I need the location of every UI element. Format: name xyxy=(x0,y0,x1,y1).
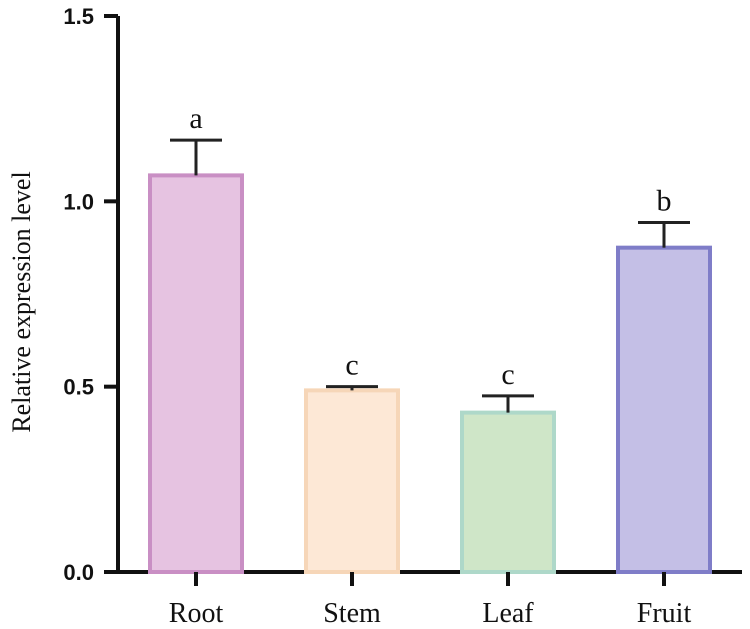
significance-labels: a c c b xyxy=(189,102,671,391)
y-tick-label: 0.5 xyxy=(63,375,94,400)
bar-stem xyxy=(304,388,400,574)
significance-label-root: a xyxy=(189,102,202,135)
bar-leaf xyxy=(460,410,556,575)
bars xyxy=(148,173,712,575)
x-ticks: Root Stem Leaf Fruit xyxy=(169,572,692,629)
bar-fruit xyxy=(616,245,712,575)
y-tick-label: 1.5 xyxy=(63,4,94,29)
y-axis-title: Relative expression level xyxy=(7,171,36,432)
y-tick-label: 0.0 xyxy=(63,560,94,585)
significance-label-leaf: c xyxy=(501,358,514,391)
x-tick-label-stem: Stem xyxy=(323,598,381,629)
x-tick-label-root: Root xyxy=(169,598,224,629)
significance-label-stem: c xyxy=(345,349,358,382)
error-bars xyxy=(170,138,690,413)
x-tick-label-leaf: Leaf xyxy=(482,598,534,629)
significance-label-fruit: b xyxy=(657,184,672,217)
y-tick-label: 1.0 xyxy=(63,189,94,214)
x-tick-label-fruit: Fruit xyxy=(637,598,692,629)
bar-root xyxy=(148,173,244,575)
y-ticks: 0.0 0.5 1.0 1.5 xyxy=(63,4,118,585)
